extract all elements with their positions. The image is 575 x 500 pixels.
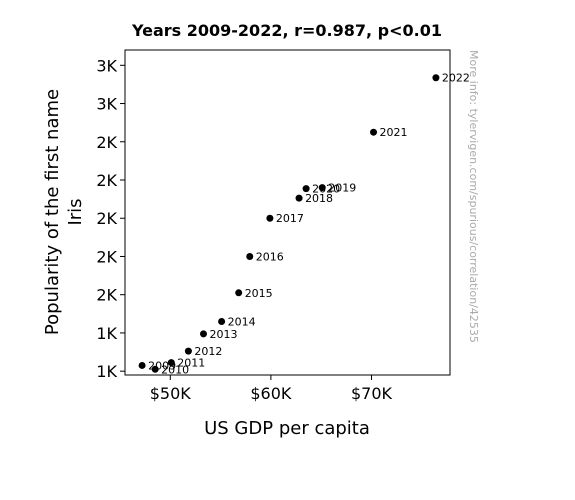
data-point: [167, 359, 175, 367]
data-point: [218, 317, 226, 325]
data-point: [199, 330, 207, 338]
y-axis: 1K 1K 2K 2K 2K 2K 2K 3K 3K: [96, 56, 125, 381]
data-point-label: 2012: [194, 345, 222, 358]
data-point: [235, 289, 243, 297]
data-point: [318, 184, 326, 192]
data-point-label: 2017: [276, 212, 304, 225]
plot-area: [124, 49, 451, 376]
data-point: [246, 252, 254, 260]
x-axis-label: US GDP per capita: [204, 418, 370, 439]
data-point: [138, 361, 146, 369]
chart-title: Years 2009-2022, r=0.987, p<0.01: [131, 21, 442, 40]
y-axis-label-line2: Iris: [65, 198, 86, 225]
data-point: [370, 128, 378, 136]
data-point: [432, 74, 440, 82]
x-tick-label: $70K: [351, 384, 393, 403]
y-tick-label: 2K: [96, 209, 117, 228]
data-point-label: 2021: [380, 126, 408, 139]
data-point-label: 2020: [312, 183, 340, 196]
data-point-label: 2018: [305, 192, 333, 205]
data-point-label: 2010: [161, 363, 189, 376]
data-point: [184, 347, 192, 355]
y-tick-label: 3K: [96, 56, 117, 75]
data-point-label: 2015: [245, 287, 273, 300]
x-tick-label: $60K: [250, 384, 292, 403]
watermark: More info: tylervigen.com/spurious/corre…: [467, 50, 480, 343]
data-point-label: 2022: [442, 72, 470, 85]
x-axis: $50K $60K $70K: [150, 375, 393, 403]
data-point-label: 2014: [228, 315, 256, 328]
y-tick-label: 1K: [96, 362, 117, 381]
data-point-label: 2013: [209, 328, 237, 341]
y-tick-label: 3K: [96, 95, 117, 114]
x-tick-label: $50K: [150, 384, 192, 403]
data-points: 2009201020112012201320142015201620172018…: [138, 72, 470, 376]
data-point: [295, 194, 303, 202]
y-tick-label: 2K: [96, 247, 117, 266]
y-tick-label: 2K: [96, 286, 117, 305]
y-tick-label: 2K: [96, 133, 117, 152]
y-axis-label-line1: Popularity of the first name: [42, 89, 63, 335]
y-tick-label: 1K: [96, 324, 117, 343]
data-point: [302, 185, 310, 193]
data-point-label: 2016: [256, 250, 284, 263]
data-point: [266, 214, 274, 222]
data-point-label: 2011: [177, 357, 205, 370]
y-tick-label: 2K: [96, 171, 117, 190]
data-point-label: 2019: [328, 182, 356, 195]
data-point: [151, 365, 159, 373]
